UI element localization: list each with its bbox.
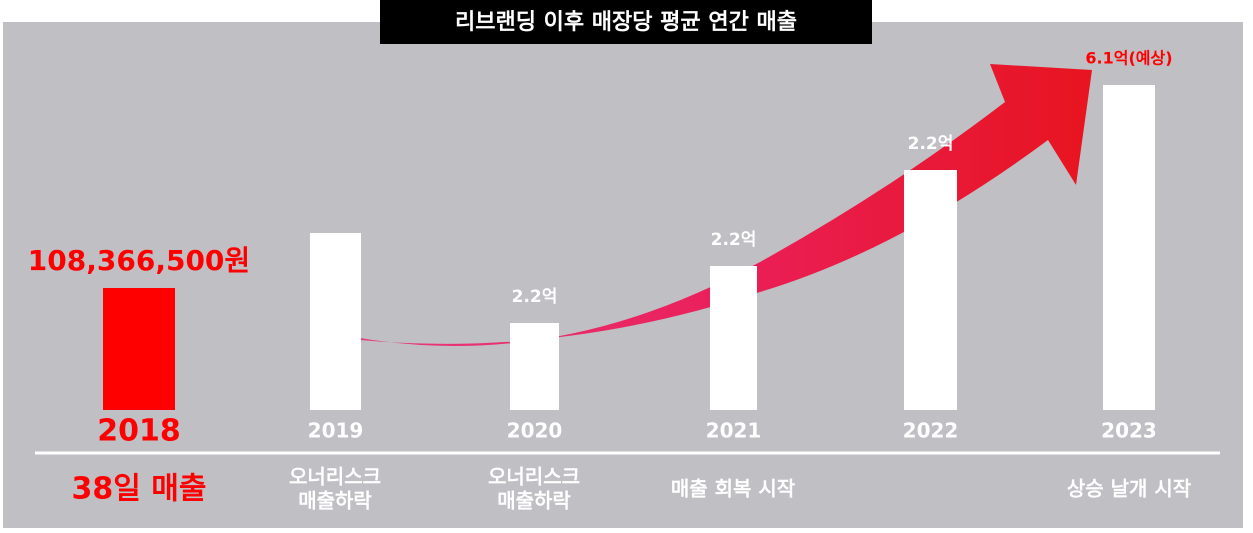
note: 오너리스크 [488, 465, 580, 489]
bar [310, 233, 361, 410]
note: 38일 매출 [72, 472, 207, 507]
value-label: 2.2억 [711, 230, 757, 250]
year-label: 2021 [706, 419, 762, 443]
bar [510, 323, 559, 410]
title-box [380, 0, 872, 44]
value-label: 108,366,500원 [28, 244, 250, 277]
value-label: 2.2억 [908, 134, 954, 154]
year-label: 2023 [1101, 419, 1157, 443]
title: 리브랜딩 이후 매장당 평균 연간 매출 [455, 10, 797, 35]
note: 상승 날개 시작 [1067, 477, 1192, 501]
note: 오너리스크 [289, 465, 381, 489]
year-label: 2019 [308, 419, 364, 443]
bar [904, 170, 957, 410]
value-label: 6.1억(예상) [1085, 49, 1172, 68]
year-label: 2018 [97, 414, 181, 449]
note: 매출하락 [298, 489, 372, 513]
value-label: 2.2억 [512, 287, 558, 307]
year-label: 2022 [903, 419, 959, 443]
bar [710, 266, 757, 410]
year-label: 2020 [507, 419, 563, 443]
bar [103, 288, 175, 410]
note: 매출하락 [497, 489, 571, 513]
bar [1103, 85, 1155, 410]
note: 매출 회복 시작 [671, 477, 796, 501]
